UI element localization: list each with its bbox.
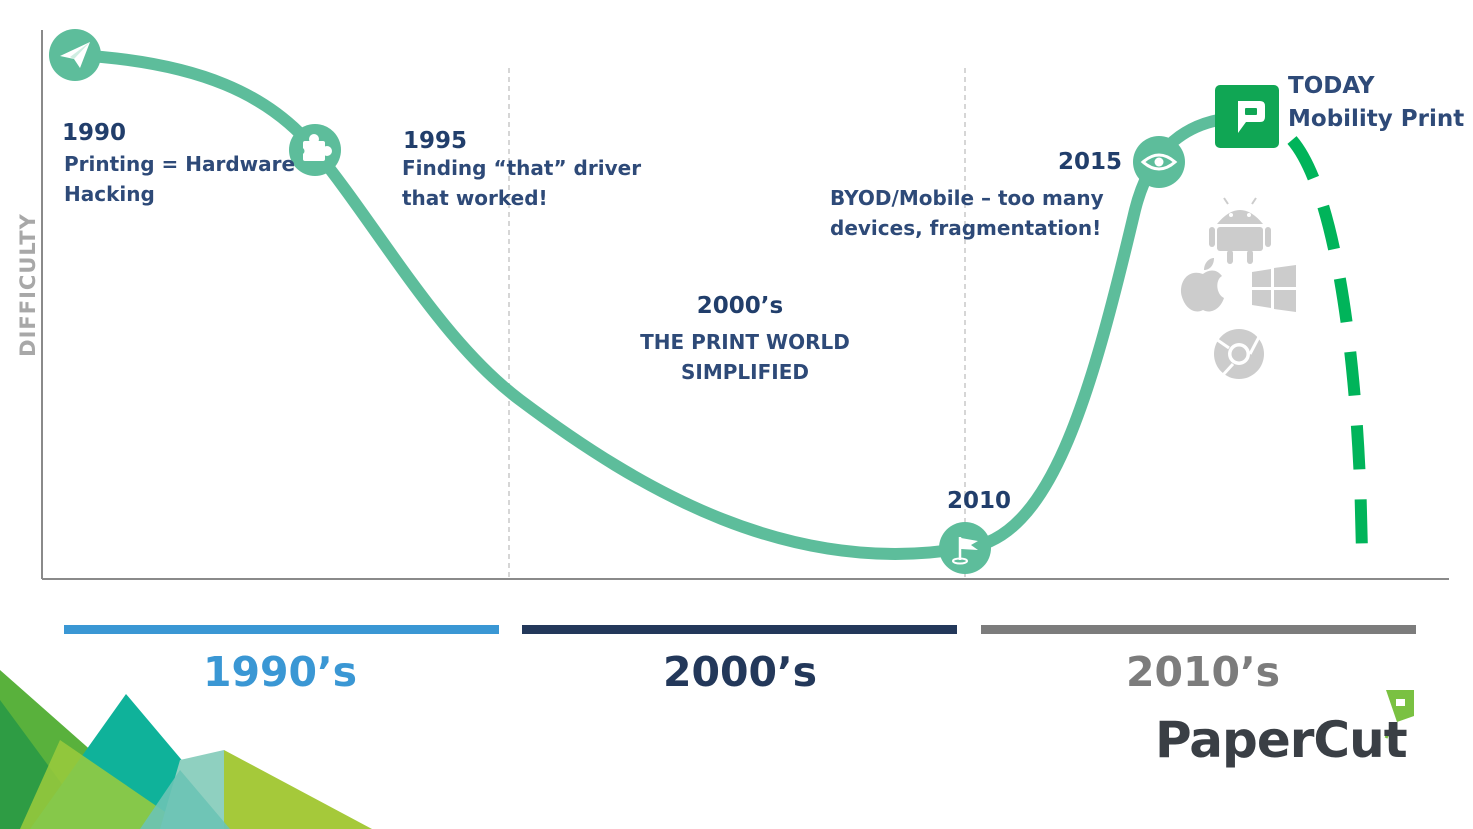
- future-dashed-curve: [1287, 136, 1368, 561]
- milestone-2015-line-2: devices, fragmentation!: [830, 216, 1102, 240]
- papercut-logo-mark-icon: [1384, 690, 1414, 739]
- milestone-1990-line-1: Printing = Hardware: [64, 152, 296, 176]
- flag-icon: [952, 537, 978, 565]
- eye-icon: [1140, 153, 1178, 171]
- today-label: TODAY Mobility Print: [1288, 70, 1464, 136]
- decade-bar-1990s: [64, 625, 499, 634]
- milestone-1990-marker: [49, 29, 101, 81]
- milestone-2010-marker: [939, 522, 991, 574]
- decorative-triangles: [0, 670, 372, 829]
- milestone-2010-year: 2010: [947, 488, 1012, 514]
- y-axis-label: DIFFICULTY: [16, 213, 40, 357]
- decade-label-2000s: 2000’s: [662, 648, 818, 696]
- puzzle-piece-icon: [297, 134, 332, 161]
- milestone-2015-marker: [1133, 136, 1185, 188]
- decade-label-1990s: 1990’s: [202, 648, 358, 696]
- today-line-2: Mobility Print: [1288, 106, 1465, 132]
- today-line-1: TODAY: [1288, 73, 1375, 99]
- papercut-logo-text: PaperCut: [1155, 711, 1408, 769]
- decade-bar-2010s: [981, 625, 1416, 634]
- android-icon: [1209, 197, 1271, 264]
- milestone-1995-line-1: Finding “that” driver: [402, 156, 642, 180]
- milestone-1990-year: 1990: [62, 120, 127, 146]
- milestone-1995-year: 1995: [403, 128, 468, 154]
- chrome-icon: [1214, 329, 1264, 379]
- milestone-2015-line-1: BYOD/Mobile – too many: [830, 186, 1104, 210]
- milestone-2015-year: 2015: [1058, 149, 1123, 175]
- decade-bar-2000s: [522, 625, 957, 634]
- milestone-1995-marker: [289, 124, 341, 176]
- milestone-2000s-year: 2000’s: [696, 293, 784, 319]
- windows-icon: [1252, 265, 1296, 312]
- milestone-1990-line-2: Hacking: [64, 182, 155, 206]
- paper-plane-icon: [60, 42, 90, 68]
- milestone-2015-text: BYOD/Mobile – too many devices, fragment…: [830, 183, 1104, 243]
- milestone-1995-line-2: that worked!: [402, 186, 548, 210]
- milestone-1995-text: Finding “that” driver that worked!: [402, 153, 641, 213]
- mobility-print-logo-icon: [1215, 85, 1279, 148]
- milestone-2000s-text: THE PRINT WORLD SIMPLIFIED: [620, 327, 870, 387]
- milestone-2000s-line-1: THE PRINT WORLD: [640, 330, 850, 354]
- apple-icon: [1180, 258, 1224, 312]
- milestone-2000s-line-2: SIMPLIFIED: [681, 360, 809, 384]
- decade-label-2010s: 2010’s: [1125, 648, 1281, 696]
- milestone-1990-text: Printing = Hardware Hacking: [64, 149, 295, 209]
